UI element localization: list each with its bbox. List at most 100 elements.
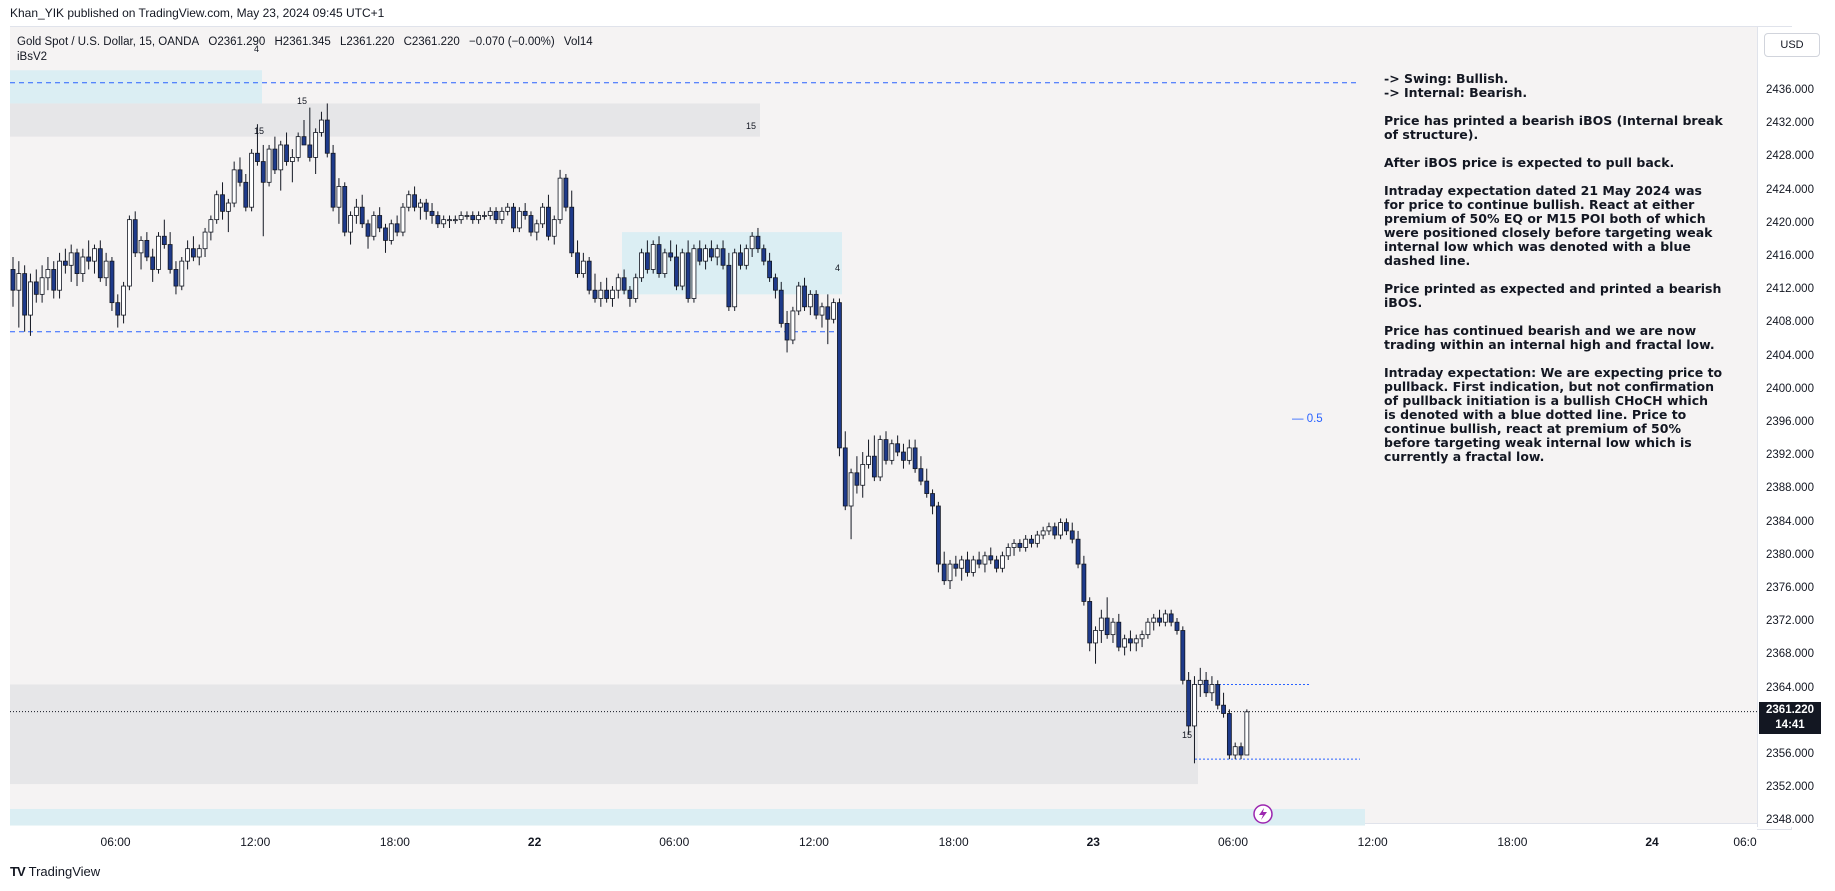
price-tick: 2428.000 <box>1766 150 1814 163</box>
candle-body <box>319 119 324 133</box>
candle-body <box>1064 522 1069 532</box>
price-tick: 2400.000 <box>1766 382 1814 395</box>
fib-level-label[interactable]: — 0.5 <box>1292 413 1323 425</box>
candle-body <box>854 472 860 486</box>
candle-body <box>1232 746 1238 756</box>
candle-body <box>220 194 225 212</box>
candle-body <box>551 219 557 237</box>
candle-body <box>569 206 575 254</box>
candle-body <box>196 248 202 258</box>
candle-body <box>918 468 924 482</box>
candle-body <box>173 269 179 287</box>
candle-body <box>598 289 604 299</box>
candle-body <box>1046 526 1052 532</box>
candle-body <box>429 210 435 216</box>
candle-body <box>1139 634 1145 640</box>
candle-body <box>528 215 534 233</box>
candle-body <box>563 177 569 208</box>
candle-body <box>1197 679 1203 685</box>
candle-body <box>16 273 22 291</box>
candle-body <box>965 559 970 573</box>
candle-body <box>1244 711 1250 756</box>
candle-body <box>790 310 796 341</box>
candle-body <box>45 269 51 279</box>
candle-body <box>505 206 511 212</box>
candle-body <box>10 269 16 291</box>
candle-body <box>1075 538 1081 565</box>
candle-body <box>109 260 115 304</box>
candle-body <box>313 132 319 158</box>
candle-body <box>1069 530 1075 540</box>
candle-body <box>97 248 103 279</box>
time-axis[interactable] <box>10 823 1757 854</box>
price-tick: 2424.000 <box>1766 183 1814 196</box>
candle-body <box>831 302 837 320</box>
time-tick: 18:00 <box>938 835 969 849</box>
candle-body <box>592 289 598 299</box>
candle-body <box>807 293 813 308</box>
candle-body <box>284 144 289 162</box>
price-tick: 2384.000 <box>1766 515 1814 528</box>
candle-body <box>1128 638 1133 644</box>
candle-body <box>1087 601 1093 644</box>
candle-body <box>1145 621 1151 636</box>
note-internal: -> Internal: Bearish. <box>1384 85 1528 100</box>
candle-body <box>482 215 487 217</box>
legend-volume: Vol14 <box>563 36 593 48</box>
candle-body <box>255 152 260 162</box>
candle-body <box>394 223 400 233</box>
legend-symbol[interactable]: Gold Spot / U.S. Dollar, 15, OANDA <box>17 36 200 48</box>
currency-button[interactable]: USD <box>1764 33 1820 57</box>
symbol-legend[interactable]: Gold Spot / U.S. Dollar, 15, OANDA O2361… <box>17 34 599 50</box>
candle-body <box>272 148 278 171</box>
note-paragraph-5: Price has continued bearish and we are n… <box>1384 323 1715 352</box>
legend-close: C2361.220 <box>403 36 460 48</box>
candle-body <box>668 252 674 258</box>
tradingview-brand[interactable]: TV TradingView <box>10 864 100 879</box>
candle-body <box>755 235 761 250</box>
price-axis[interactable] <box>1757 27 1834 827</box>
candle-body <box>604 289 610 299</box>
zone-label: 4 <box>835 263 841 273</box>
candle-body <box>1098 617 1104 631</box>
supply-zone-top <box>10 70 262 104</box>
candle-body <box>1203 679 1209 694</box>
candle-body <box>615 277 621 291</box>
candle-body <box>1168 613 1174 623</box>
candle-body <box>406 194 412 208</box>
candle-body <box>39 277 45 295</box>
candle-body <box>127 219 132 287</box>
bar-countdown: 14:41 <box>1775 719 1805 731</box>
candle-body <box>1157 617 1162 623</box>
zone-label: 15 <box>1182 730 1193 740</box>
candle-body <box>214 194 220 221</box>
candle-body <box>1052 526 1058 536</box>
candle-body <box>1238 746 1244 756</box>
candle-body <box>1226 713 1232 756</box>
candle-body <box>709 248 714 258</box>
price-tick: 2436.000 <box>1766 84 1814 96</box>
candle-body <box>237 169 243 183</box>
candle-body <box>243 181 249 208</box>
zone-label: 15 <box>254 126 265 136</box>
candle-body <box>1162 613 1168 623</box>
candle-body <box>633 277 639 299</box>
indicator-legend[interactable]: iBsV2 <box>17 51 48 63</box>
candle-body <box>470 215 476 221</box>
range-zone-bottom <box>10 808 1365 826</box>
candle-body <box>342 186 348 233</box>
candle-body <box>947 563 953 582</box>
candle-body <box>901 451 906 461</box>
analysis-note[interactable]: -> Swing: Bullish. -> Internal: Bearish.… <box>1384 72 1724 478</box>
candle-body <box>144 239 150 258</box>
lightning-icon <box>1259 808 1267 820</box>
zone-label: 15 <box>746 121 757 131</box>
candle-body <box>464 215 470 217</box>
price-tick: 2364.000 <box>1766 681 1814 694</box>
candle-body <box>499 210 505 221</box>
candle-body <box>278 144 284 171</box>
candle-body <box>557 177 563 221</box>
candle-body <box>33 281 39 295</box>
candle-body <box>1093 630 1098 644</box>
